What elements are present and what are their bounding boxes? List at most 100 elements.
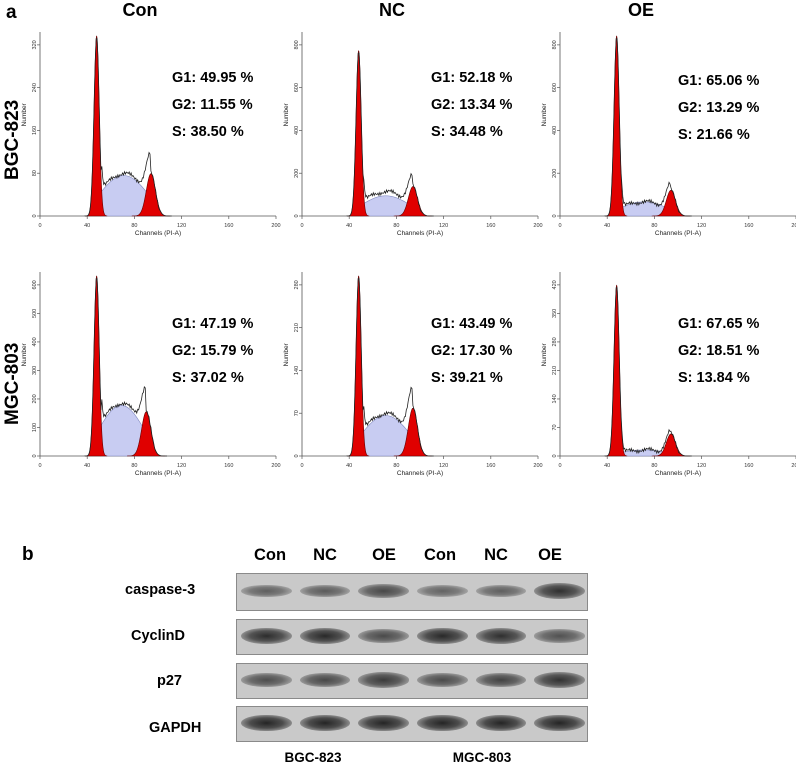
lane-label-oe: OE xyxy=(372,546,396,564)
x-tick-label: 80 xyxy=(651,223,657,229)
x-tick-label: 200 xyxy=(791,463,796,469)
y-tick-label: 500 xyxy=(32,309,38,318)
y-tick-label: 600 xyxy=(294,83,300,92)
g1-percentage: G1: 65.06 % xyxy=(678,73,760,89)
y-tick-label: 800 xyxy=(294,40,300,49)
g1-peak xyxy=(605,284,628,457)
protein-band xyxy=(241,627,292,645)
y-axis-label: Number xyxy=(541,102,548,126)
blot-strip-gapdh xyxy=(236,706,588,742)
cell-line-label-mgc-803: MGC-803 xyxy=(452,750,512,765)
y-axis-label: Number xyxy=(283,102,290,126)
y-tick-label: 140 xyxy=(552,394,558,403)
histogram-envelope xyxy=(604,287,692,457)
y-tick-label: 600 xyxy=(552,83,558,92)
g1-peak xyxy=(347,50,370,217)
protein-band xyxy=(299,672,351,688)
y-tick-label: 0 xyxy=(552,214,558,217)
x-axis-label: Channels (PI-A) xyxy=(135,230,181,237)
x-tick-label: 40 xyxy=(84,223,90,229)
histogram-envelope xyxy=(84,38,172,217)
y-tick-label: 140 xyxy=(294,366,300,375)
x-tick-label: 160 xyxy=(224,463,233,469)
g1-percentage: G1: 67.65 % xyxy=(678,316,760,332)
x-axis-label: Channels (PI-A) xyxy=(655,470,701,477)
s-phase-region xyxy=(363,195,414,217)
protein-label-gapdh: GAPDH xyxy=(149,720,202,736)
protein-band xyxy=(417,673,468,687)
x-tick-label: 0 xyxy=(300,223,303,229)
x-tick-label: 0 xyxy=(558,223,561,229)
protein-band xyxy=(534,583,585,599)
protein-band xyxy=(475,584,527,598)
histogram-mgc803-oe: 0 40 80 120 160 200 0 70 140 210 280 350 420 Channels… xyxy=(541,272,796,477)
s-percentage: S: 39.21 % xyxy=(431,370,503,386)
y-tick-label: 400 xyxy=(552,126,558,135)
protein-band xyxy=(241,714,292,732)
panel-a-letter: a xyxy=(6,2,17,23)
protein-label-caspase-3: caspase-3 xyxy=(125,582,196,598)
histogram-bgc823-con: 0 40 80 120 160 200 0 80 160 240 320 Channels (PI-A… xyxy=(21,32,281,237)
x-axis-label: Channels (PI-A) xyxy=(655,230,701,237)
protein-band xyxy=(241,584,292,598)
y-tick-label: 70 xyxy=(552,424,558,430)
protein-band xyxy=(534,629,585,643)
x-tick-label: 160 xyxy=(744,223,753,229)
x-tick-label: 0 xyxy=(38,463,41,469)
g1-peak xyxy=(605,35,628,217)
panel-b-letter: b xyxy=(22,544,34,565)
histogram-mgc803-nc: 0 40 80 120 160 200 0 70 140 210 280 Channels (PI-A… xyxy=(283,272,543,477)
protein-band xyxy=(358,672,409,688)
y-tick-label: 350 xyxy=(552,309,558,318)
protein-band xyxy=(534,714,585,732)
protein-band xyxy=(475,672,527,688)
lane-label-con: Con xyxy=(423,546,457,564)
y-tick-label: 0 xyxy=(294,454,300,457)
y-tick-label: 420 xyxy=(552,280,558,289)
y-tick-label: 0 xyxy=(32,214,38,217)
x-tick-label: 200 xyxy=(271,463,280,469)
protein-band xyxy=(358,583,409,599)
protein-band xyxy=(417,627,468,645)
protein-label-p27: p27 xyxy=(157,673,182,689)
y-tick-label: 100 xyxy=(32,423,38,432)
cell-line-label-bgc-823: BGC-823 xyxy=(284,750,342,765)
y-tick-label: 320 xyxy=(32,40,38,49)
y-tick-label: 210 xyxy=(294,323,300,332)
x-tick-label: 80 xyxy=(651,463,657,469)
protein-band xyxy=(241,673,292,687)
g2-percentage: G2: 17.30 % xyxy=(431,343,513,359)
lane-label-nc: NC xyxy=(484,546,508,564)
y-axis-label: Number xyxy=(21,102,28,126)
y-tick-label: 0 xyxy=(32,454,38,457)
protein-band xyxy=(417,584,468,598)
y-tick-label: 160 xyxy=(32,126,38,135)
x-tick-label: 200 xyxy=(791,223,796,229)
histogram-mgc803-con: 0 40 80 120 160 200 0 100 200 300 400 500 600 Channel… xyxy=(21,272,281,477)
x-tick-label: 160 xyxy=(744,463,753,469)
g2-percentage: G2: 15.79 % xyxy=(172,343,254,359)
histogram-bgc823-nc: 0 40 80 120 160 200 0 200 400 600 800 Channels (PI-… xyxy=(283,32,543,237)
y-tick-label: 0 xyxy=(552,454,558,457)
histogram-envelope xyxy=(84,278,167,457)
protein-band xyxy=(299,627,351,645)
s-percentage: S: 13.84 % xyxy=(678,370,750,386)
x-tick-label: 40 xyxy=(346,463,352,469)
column-header-nc: NC xyxy=(379,0,405,20)
lane-label-con: Con xyxy=(253,546,287,564)
y-tick-label: 70 xyxy=(294,410,300,416)
y-tick-label: 280 xyxy=(294,280,300,289)
protein-band xyxy=(417,714,468,732)
protein-band xyxy=(299,584,351,598)
x-tick-label: 0 xyxy=(38,223,41,229)
y-tick-label: 200 xyxy=(294,169,300,178)
histogram-bgc823-oe: 0 40 80 120 160 200 0 200 400 600 800 Channels (PI-… xyxy=(541,32,796,237)
protein-label-cyclind: CyclinD xyxy=(131,628,185,644)
y-axis-label: Number xyxy=(541,342,548,366)
y-tick-label: 200 xyxy=(552,169,558,178)
y-tick-label: 400 xyxy=(294,126,300,135)
g2-percentage: G2: 18.51 % xyxy=(678,343,760,359)
s-percentage: S: 34.48 % xyxy=(431,124,503,140)
x-tick-label: 160 xyxy=(486,223,495,229)
x-axis-label: Channels (PI-A) xyxy=(397,470,443,477)
